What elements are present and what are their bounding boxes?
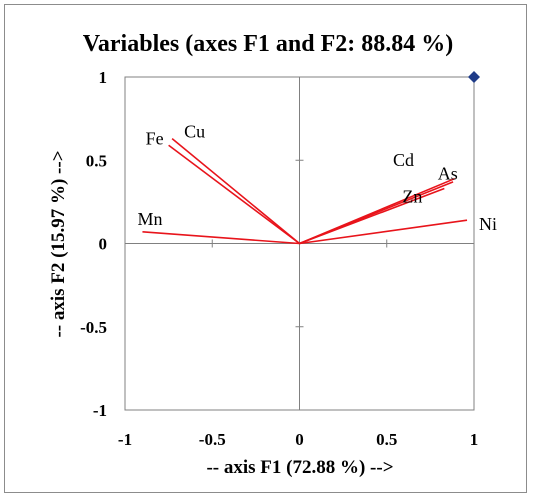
variable-labels: Fe Cu Cd As Zn Ni Mn xyxy=(137,122,497,235)
vector-as xyxy=(299,177,456,245)
vector-cu xyxy=(171,137,301,245)
chart-frame xyxy=(4,4,527,493)
diamond-marker xyxy=(468,71,480,83)
y-tick-label: -0.5 xyxy=(80,318,107,337)
vector-zn xyxy=(299,187,445,245)
y-tick-label: -1 xyxy=(93,401,107,420)
x-tick-label: -1 xyxy=(118,430,132,449)
y-tick-label: 1 xyxy=(99,68,108,87)
y-tick-label: 0 xyxy=(99,235,108,254)
variable-label-as: As xyxy=(438,164,458,184)
vector-fe xyxy=(168,144,300,245)
variable-label-cu: Cu xyxy=(184,122,205,142)
vector-mn xyxy=(142,231,300,245)
tick-labels: -1 -0.5 0 0.5 1 1 0.5 0 -0.5 -1 xyxy=(80,68,478,449)
y-tick-label: 0.5 xyxy=(86,151,107,170)
variable-vectors xyxy=(142,137,468,245)
x-tick-label: 1 xyxy=(470,430,479,449)
variable-label-cd: Cd xyxy=(393,150,414,170)
x-tick-label: -0.5 xyxy=(199,430,226,449)
variable-label-mn: Mn xyxy=(137,209,162,229)
x-tick-label: 0.5 xyxy=(376,430,397,449)
variable-label-zn: Zn xyxy=(402,187,422,207)
x-tick-label: 0 xyxy=(295,430,304,449)
y-axis-label: -- axis F2 (15.97 %) --> xyxy=(48,150,69,337)
variable-label-fe: Fe xyxy=(146,128,164,148)
variable-label-ni: Ni xyxy=(479,214,497,234)
chart-title: Variables (axes F1 and F2: 88.84 %) xyxy=(83,31,453,57)
x-axis-label: -- axis F1 (72.88 %) --> xyxy=(206,457,393,478)
vector-ni xyxy=(299,219,468,245)
